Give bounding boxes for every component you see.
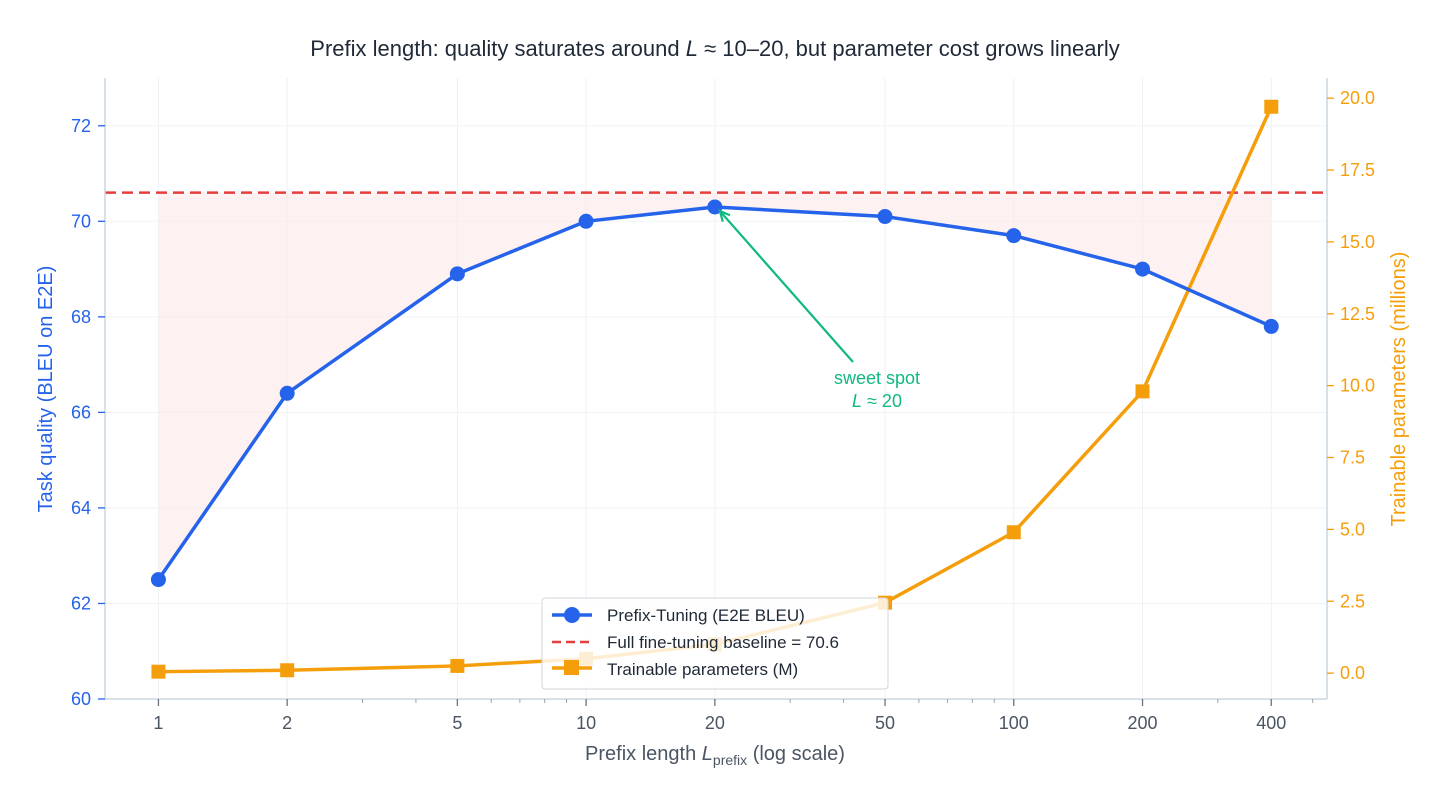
left-y-tick-label: 70 (71, 211, 91, 231)
legend-label-baseline: Full fine-tuning baseline = 70.6 (607, 633, 839, 652)
series-prefix-tuning-bleu (150, 199, 1279, 588)
bleu-point (1263, 318, 1279, 334)
params-point (450, 658, 465, 673)
legend-item-bleu: Prefix-Tuning (E2E BLEU) (552, 606, 805, 625)
legend-item-params: Trainable parameters (M) (552, 660, 798, 679)
gap-fill-area (158, 192, 1272, 580)
y-axis-label-right: Trainable parameters (millions) (1388, 252, 1410, 527)
annotation-line-1: sweet spot (834, 368, 920, 388)
right-y-tick-label: 10.0 (1340, 376, 1375, 396)
left-y-tick-label: 60 (71, 689, 91, 709)
legend-label-bleu: Prefix-Tuning (E2E BLEU) (607, 606, 805, 625)
params-point (1135, 384, 1150, 399)
x-tick-label: 400 (1256, 713, 1286, 733)
left-y-tick-label: 64 (71, 498, 91, 518)
annotation-variable: L (852, 391, 862, 411)
x-tick-label: 20 (705, 713, 725, 733)
bleu-point (279, 385, 295, 401)
annotation-sweet-spot: sweet spot L ≈ 20 (718, 209, 920, 411)
left-y-tick-label: 72 (71, 116, 91, 136)
y-axis-label-left: Task quality (BLEU on E2E) (35, 266, 57, 513)
right-y-tick-label: 20.0 (1340, 88, 1375, 108)
right-y-tick-label: 5.0 (1340, 519, 1365, 539)
legend-item-baseline: Full fine-tuning baseline = 70.6 (552, 633, 839, 652)
left-y-tick-label: 62 (71, 593, 91, 613)
chart-title: Prefix length: quality saturates around … (310, 36, 1119, 61)
x-axis-label-part-1: Prefix length (585, 743, 702, 765)
title-part-2: ≈ 10–20, but parameter cost grows linear… (698, 36, 1120, 61)
right-y-tick-label: 7.5 (1340, 448, 1365, 468)
x-axis-ticks: 1 2 5 10 20 50 100 200 400 (153, 699, 1314, 733)
bleu-point (449, 266, 465, 282)
params-point (280, 663, 295, 678)
x-tick-label: 5 (452, 713, 462, 733)
legend: Prefix-Tuning (E2E BLEU) Full fine-tunin… (541, 597, 889, 690)
annotation-line-2: L ≈ 20 (852, 391, 902, 411)
x-tick-label: 2 (282, 713, 292, 733)
annotation-value: ≈ 20 (862, 391, 902, 411)
x-axis-label-subscript: prefix (713, 752, 747, 768)
annotation-arrowhead (718, 209, 731, 222)
bleu-point (1135, 261, 1151, 277)
params-point (151, 664, 166, 679)
params-point (1264, 99, 1279, 114)
legend-swatch-params-marker (564, 660, 579, 675)
x-tick-label: 1 (153, 713, 163, 733)
right-y-tick-label: 2.5 (1340, 591, 1365, 611)
right-y-tick-label: 0.0 (1340, 663, 1365, 683)
title-part-variable: L (686, 36, 698, 61)
x-axis-label-part-2: (log scale) (747, 743, 845, 765)
legend-swatch-bleu-marker (564, 607, 580, 623)
params-point (1006, 525, 1021, 540)
legend-box (541, 597, 889, 690)
bleu-point (707, 199, 723, 215)
bleu-point (1006, 228, 1022, 244)
right-y-axis-ticks: 0.0 2.5 5.0 7.5 10.0 12.5 15.0 17.5 20.0 (1327, 88, 1375, 683)
annotation-arrow (719, 210, 854, 363)
left-y-tick-label: 66 (71, 402, 91, 422)
legend-label-params: Trainable parameters (M) (607, 660, 798, 679)
bleu-point (877, 209, 893, 225)
title-part-1: Prefix length: quality saturates around (310, 36, 685, 61)
right-y-tick-label: 17.5 (1340, 160, 1375, 180)
right-y-tick-label: 12.5 (1340, 304, 1375, 324)
x-axis-label-variable: L (702, 743, 713, 765)
x-tick-label: 200 (1127, 713, 1157, 733)
x-tick-label: 100 (999, 713, 1029, 733)
left-y-axis-ticks: 60 62 64 66 68 70 72 (71, 116, 105, 709)
x-axis-label: Prefix length Lprefix (log scale) (585, 743, 845, 768)
x-tick-label: 50 (875, 713, 895, 733)
left-y-tick-label: 68 (71, 307, 91, 327)
right-y-tick-label: 15.0 (1340, 232, 1375, 252)
bleu-point (150, 572, 166, 588)
bleu-point (578, 213, 594, 229)
x-tick-label: 10 (576, 713, 596, 733)
